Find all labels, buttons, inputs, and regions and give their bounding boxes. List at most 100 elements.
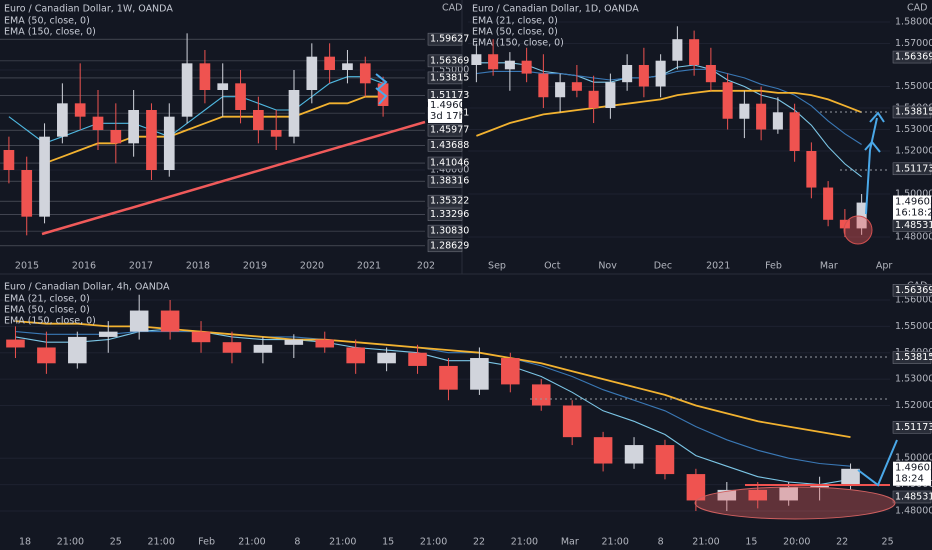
arrowhead bbox=[869, 111, 885, 123]
candle-body bbox=[772, 112, 783, 130]
candle-body bbox=[37, 347, 56, 364]
countdown-label: 3d 17h bbox=[430, 111, 465, 122]
price-tag-label: 1.56369 bbox=[895, 52, 932, 63]
price-tag bbox=[427, 123, 463, 137]
candle-body bbox=[74, 103, 86, 117]
x-tick-label: 21:00 bbox=[692, 537, 719, 548]
x-tick-label: 2021 bbox=[706, 261, 730, 272]
y-tick-label: 1.57000 bbox=[895, 38, 932, 49]
candle-body bbox=[521, 60, 532, 74]
y-tick-label: 1.55000 bbox=[895, 321, 932, 332]
candle-body bbox=[235, 83, 246, 110]
chart-title: Euro / Canadian Dollar, 4h, OANDA bbox=[4, 282, 170, 293]
currency-label: CAD bbox=[442, 3, 462, 14]
candle-body bbox=[789, 112, 800, 151]
candle-body bbox=[779, 487, 798, 501]
last-price-tag bbox=[893, 195, 931, 220]
candle-body bbox=[146, 110, 157, 170]
price-tag-label: 1.45977 bbox=[430, 125, 469, 136]
price-tag-label: 1.30830 bbox=[430, 226, 469, 237]
candle-body bbox=[739, 103, 750, 119]
price-tag bbox=[427, 194, 463, 208]
y-tick-label: 1.55000 bbox=[895, 81, 932, 92]
legend-entry: EMA (150, close, 0) bbox=[4, 27, 96, 38]
candle-body bbox=[470, 358, 489, 390]
chart-panel: 1.55000 1.40000 CAD 2015 2016 2017 2018 2019 202… bbox=[0, 3, 471, 272]
candle-body bbox=[555, 82, 566, 98]
last-price-label: 1.49603 bbox=[895, 463, 932, 474]
price-tag-label: 1.53815 bbox=[430, 72, 469, 83]
candle-body bbox=[705, 64, 716, 83]
candle-body bbox=[501, 358, 520, 385]
candle-body bbox=[672, 39, 683, 61]
arrowhead bbox=[864, 140, 881, 153]
x-tick-label: 25 bbox=[110, 537, 122, 548]
x-tick-label: Dec bbox=[654, 261, 672, 272]
x-tick-label: Oct bbox=[544, 261, 561, 272]
x-tick-label: 8 bbox=[294, 537, 300, 548]
price-tag-label: 1.41046 bbox=[430, 158, 469, 169]
x-tick-label: 2021 bbox=[357, 261, 381, 272]
y-tick-label: 1.58000 bbox=[895, 16, 932, 27]
ema-line bbox=[15, 331, 851, 467]
candle-body bbox=[377, 352, 396, 364]
arrow bbox=[375, 73, 388, 91]
x-tick-label: Mar bbox=[820, 261, 838, 272]
x-tick-label: 8 bbox=[658, 537, 664, 548]
price-tag-label: 1.56369 bbox=[430, 55, 469, 66]
highlight-circle bbox=[843, 215, 873, 245]
price-tag bbox=[427, 139, 463, 152]
chart-panel: 1.580001.570001.550001.540001.530001.520… bbox=[468, 3, 932, 272]
ema-line bbox=[15, 320, 851, 438]
x-tick-label: 2017 bbox=[129, 261, 153, 272]
candle-body bbox=[588, 90, 599, 108]
price-tag bbox=[427, 71, 463, 85]
candle-body bbox=[68, 336, 87, 364]
trend-line bbox=[41, 120, 426, 236]
candle-body bbox=[562, 405, 582, 438]
x-tick-label: Sep bbox=[488, 261, 506, 272]
candle-body bbox=[324, 56, 335, 70]
candle-body bbox=[342, 63, 353, 70]
price-tag bbox=[892, 351, 932, 364]
x-tick-label: 2018 bbox=[186, 261, 210, 272]
price-tag-label: 1.53815 bbox=[895, 106, 932, 117]
ema-line bbox=[15, 328, 851, 486]
legend-entry: EMA (150, close, 0) bbox=[4, 316, 96, 327]
x-tick-label: 21:00 bbox=[420, 537, 447, 548]
candle-body bbox=[288, 90, 300, 137]
candle-body bbox=[21, 170, 33, 217]
candle-body bbox=[217, 83, 229, 90]
price-tag-label: 1.38316 bbox=[430, 176, 469, 187]
y-tick-label: 1.40000 bbox=[430, 165, 469, 176]
last-price-tag bbox=[428, 98, 462, 123]
price-tag-label: 1.33296 bbox=[430, 209, 469, 220]
candle-body bbox=[686, 474, 706, 501]
y-tick-label: 1.52000 bbox=[895, 145, 932, 156]
candle-body bbox=[622, 64, 633, 83]
candle-body bbox=[346, 347, 365, 364]
last-price-label: 1.49603 bbox=[430, 100, 471, 111]
x-tick-label: 22 bbox=[473, 537, 485, 548]
price-tag-label: 1.35322 bbox=[430, 196, 469, 207]
candle-body bbox=[110, 130, 122, 144]
legend-entry: EMA (50, close, 0) bbox=[4, 16, 90, 27]
x-tick-label: 2015 bbox=[15, 261, 39, 272]
candle-body bbox=[191, 331, 211, 343]
highlight-ellipse bbox=[694, 486, 896, 520]
y-tick-label: 1.53000 bbox=[895, 124, 932, 135]
price-tag-label: 1.59627 bbox=[430, 34, 469, 45]
x-tick-label: 20:00 bbox=[783, 537, 810, 548]
y-tick-label: 1.48000 bbox=[895, 505, 932, 516]
legend-entry: EMA (150, close, 0) bbox=[472, 38, 564, 49]
y-tick-label: 1.50000 bbox=[895, 188, 932, 199]
candle-body bbox=[57, 103, 68, 137]
candle-body bbox=[605, 82, 616, 108]
price-tag bbox=[427, 156, 463, 170]
price-tag bbox=[427, 54, 463, 68]
x-tick-label: 2020 bbox=[300, 261, 324, 272]
candle-body bbox=[856, 202, 867, 229]
candle-body bbox=[3, 150, 15, 170]
price-tag-label: 1.43688 bbox=[430, 140, 469, 151]
price-tag-label: 1.53815 bbox=[895, 352, 932, 363]
